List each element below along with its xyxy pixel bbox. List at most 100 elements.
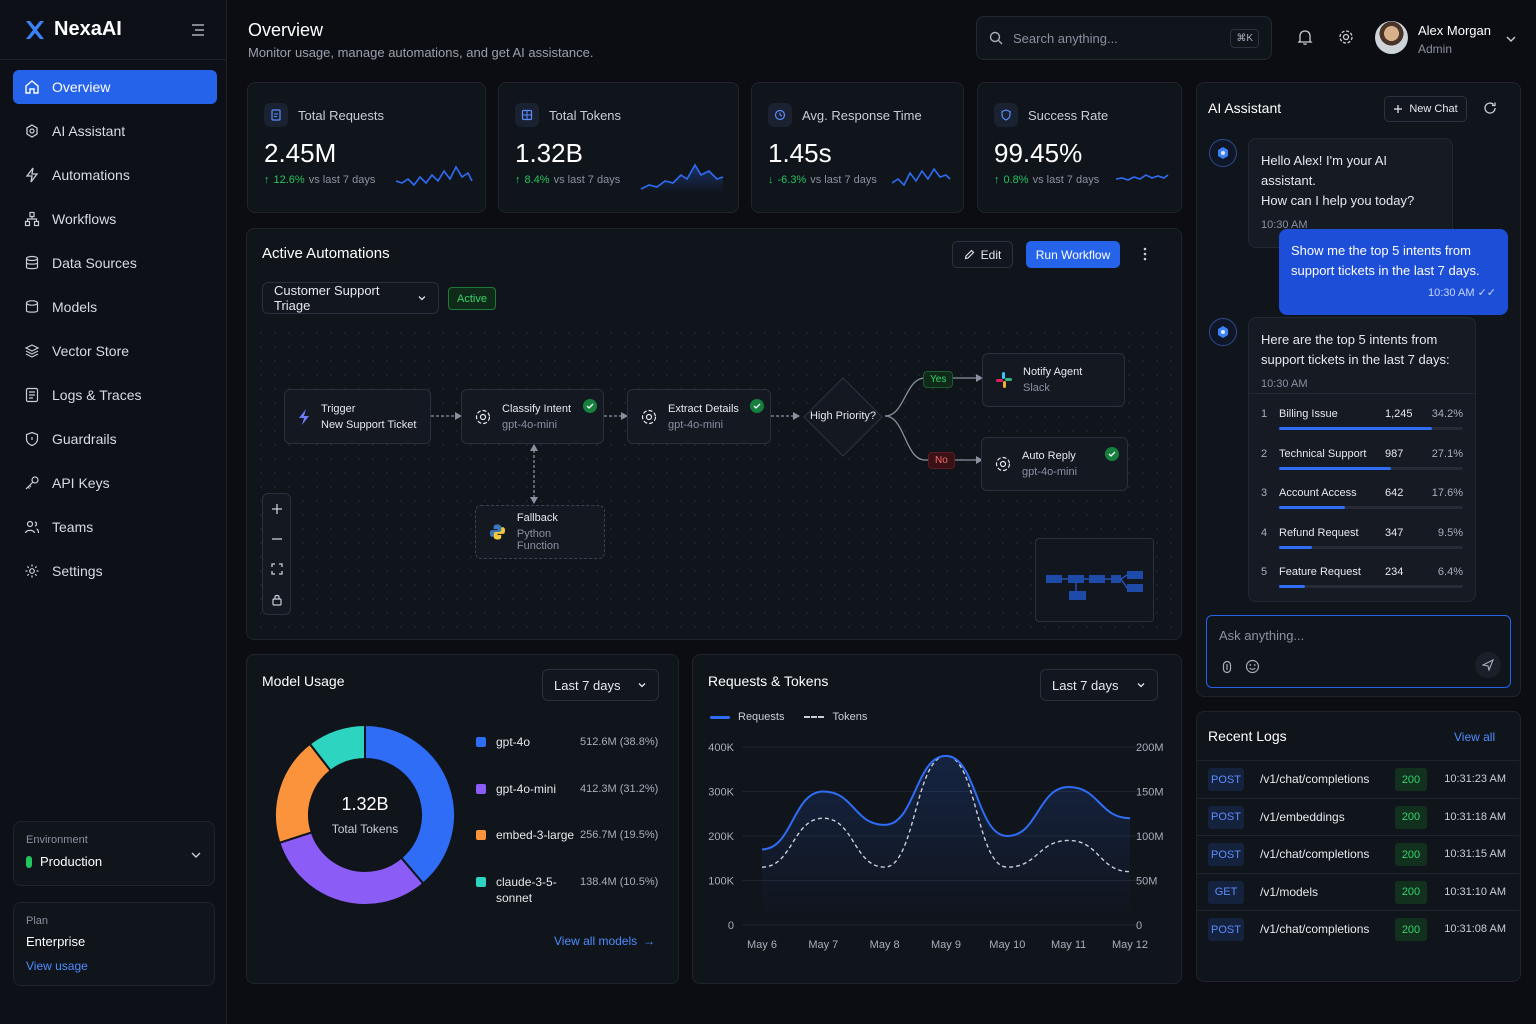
workflow-node-classify-intent[interactable]: Classify Intent gpt-4o-mini — [461, 389, 604, 444]
intent-bar — [1279, 466, 1463, 470]
sidebar-item-vector-store[interactable]: Vector Store — [13, 334, 217, 368]
chat-input[interactable] — [1219, 628, 1479, 650]
log-row[interactable]: POST /v1/chat/completions 200 10:31:23 A… — [1197, 760, 1519, 797]
attachment-icon[interactable] — [1221, 660, 1233, 674]
message-text: Hello Alex! I'm your AI assistant. How c… — [1261, 153, 1415, 208]
log-time: 10:31:15 AM — [1444, 848, 1506, 860]
chat-input-box[interactable] — [1206, 615, 1511, 688]
workflow-node-extract-details[interactable]: Extract Details gpt-4o-mini — [627, 389, 771, 444]
y-tick-right: 200M — [1136, 742, 1164, 754]
log-row[interactable]: POST /v1/chat/completions 200 10:31:15 A… — [1197, 835, 1519, 872]
view-all-models-link[interactable]: View all models → — [554, 934, 655, 948]
zoom-in-button[interactable] — [263, 494, 290, 524]
zoom-out-button[interactable] — [263, 524, 290, 554]
stat-delta: -6.3% — [777, 174, 807, 186]
requests-tokens-chart: 400K 200M 300K 150M 200K 100M 100K 50M 0 0 May 6 Ma… — [708, 742, 1164, 951]
intent-name: Billing Issue — [1279, 408, 1338, 420]
requests-range-select[interactable]: Last 7 days — [1040, 669, 1158, 701]
new-chat-button[interactable]: New Chat — [1384, 96, 1467, 122]
stat-delta: 0.8% — [1003, 174, 1029, 186]
workflow-node-decision[interactable]: High Priority? — [803, 377, 883, 457]
lock-button[interactable] — [263, 584, 290, 614]
node-subtitle: Python Function — [516, 528, 560, 552]
view-usage-link[interactable]: View usage — [26, 959, 88, 973]
intent-bar-fill — [1279, 427, 1432, 430]
node-title: Trigger — [321, 402, 356, 415]
model-legend-row: gpt-4o-mini — [476, 782, 556, 796]
intent-bar — [1279, 545, 1463, 549]
fit-view-button[interactable] — [263, 554, 290, 584]
http-method-badge: POST — [1208, 843, 1244, 866]
new-chat-label: New Chat — [1409, 103, 1458, 115]
x-tick: May 11 — [1051, 939, 1086, 951]
http-method-badge: POST — [1208, 918, 1244, 941]
environment-value: Production — [40, 854, 103, 869]
sidebar-item-logs-traces[interactable]: Logs & Traces — [13, 378, 217, 412]
sidebar-item-settings[interactable]: Settings — [13, 554, 217, 588]
log-time: 10:31:10 AM — [1444, 885, 1506, 898]
brand[interactable]: NexaAI — [24, 18, 122, 41]
run-workflow-button[interactable]: Run Workflow — [1026, 241, 1120, 268]
workflow-minimap[interactable] — [1035, 538, 1154, 622]
sidebar-item-api-keys[interactable]: API Keys — [13, 466, 217, 500]
sidebar-item-teams[interactable]: Teams — [13, 510, 217, 544]
search-input[interactable] — [1013, 30, 1221, 46]
y-tick-left: 0 — [728, 920, 734, 932]
refresh-button[interactable] — [1483, 101, 1497, 115]
model-usage-range-select[interactable]: Last 7 days — [542, 669, 659, 701]
chevron-down-icon — [1506, 36, 1516, 42]
workflow-select[interactable]: Customer Support Triage — [262, 282, 439, 314]
sidebar-item-models[interactable]: Models — [13, 290, 217, 324]
legend-swatch — [476, 737, 486, 747]
range-value: Last 7 days — [554, 677, 621, 693]
avatar[interactable] — [1375, 21, 1408, 54]
plan-label: Plan — [26, 915, 49, 927]
intent-count: 234 — [1385, 566, 1404, 578]
sidebar-item-label: Workflows — [52, 211, 117, 227]
divider — [1249, 393, 1475, 394]
user-menu-button[interactable] — [1505, 33, 1517, 45]
intent-name: Refund Request — [1279, 526, 1359, 539]
workflow-node-notify-agent[interactable]: Notify Agent Slack — [982, 353, 1125, 407]
chevron-down-icon — [1137, 683, 1145, 688]
model-legend-row: gpt-4o — [476, 735, 530, 749]
log-row[interactable]: POST /v1/chat/completions 200 10:31:08 A… — [1197, 910, 1519, 947]
sidebar-item-guardrails[interactable]: Guardrails — [13, 422, 217, 456]
sidebar-item-data-sources[interactable]: Data Sources — [13, 246, 217, 280]
send-button[interactable] — [1475, 652, 1501, 678]
sidebar-item-automations[interactable]: Automations — [13, 158, 217, 192]
view-all-logs-link[interactable]: View all — [1454, 730, 1496, 744]
node-title: Fallback — [516, 512, 558, 524]
stat-compare: vs last 7 days — [553, 174, 621, 186]
workflow-select-value: Customer Support Triage — [274, 283, 380, 313]
model-legend-row: embed-3-large — [476, 828, 574, 842]
log-row[interactable]: POST /v1/embeddings 200 10:31:18 AM — [1197, 797, 1519, 835]
sidebar-item-ai-assistant[interactable]: AI Assistant — [13, 114, 217, 148]
automations-title: Active Automations — [262, 245, 390, 262]
workflow-node-fallback[interactable]: Fallback Python Function — [475, 505, 605, 559]
emoji-icon[interactable] — [1245, 659, 1260, 674]
log-row[interactable]: GET /v1/models 200 10:31:10 AM — [1197, 872, 1519, 910]
node-text: Notify Agent Slack — [1023, 366, 1082, 394]
search-bar[interactable]: ⌘K — [976, 16, 1272, 60]
stat-label-row: Total Tokens — [515, 103, 621, 127]
edit-button[interactable]: Edit — [952, 241, 1013, 268]
intent-percent: 6.4% — [1437, 566, 1463, 578]
settings-button[interactable] — [1337, 28, 1355, 46]
notifications-button[interactable] — [1296, 28, 1314, 46]
legend-line-requests — [710, 715, 730, 719]
sidebar-item-overview[interactable]: Overview — [13, 70, 217, 104]
workflow-node-trigger[interactable]: Trigger New Support Ticket — [284, 389, 431, 444]
edit-label: Edit — [980, 247, 1002, 262]
model-name: claude-3-5- sonnet — [496, 875, 557, 905]
arrow-down-icon: ↓ — [768, 174, 774, 186]
environment-selector[interactable]: Environment Production — [13, 821, 215, 886]
status-code-badge: 200 — [1395, 768, 1427, 791]
node-title: High Priority? — [809, 410, 877, 422]
collapse-sidebar-button[interactable] — [190, 22, 206, 38]
sidebar-item-workflows[interactable]: Workflows — [13, 202, 217, 236]
assistant-logo-icon — [1218, 326, 1228, 338]
more-options-button[interactable] — [1138, 246, 1152, 262]
node-subtitle: gpt-4o-mini — [1022, 466, 1078, 478]
workflow-node-auto-reply[interactable]: Auto Reply gpt-4o-mini — [981, 437, 1128, 491]
